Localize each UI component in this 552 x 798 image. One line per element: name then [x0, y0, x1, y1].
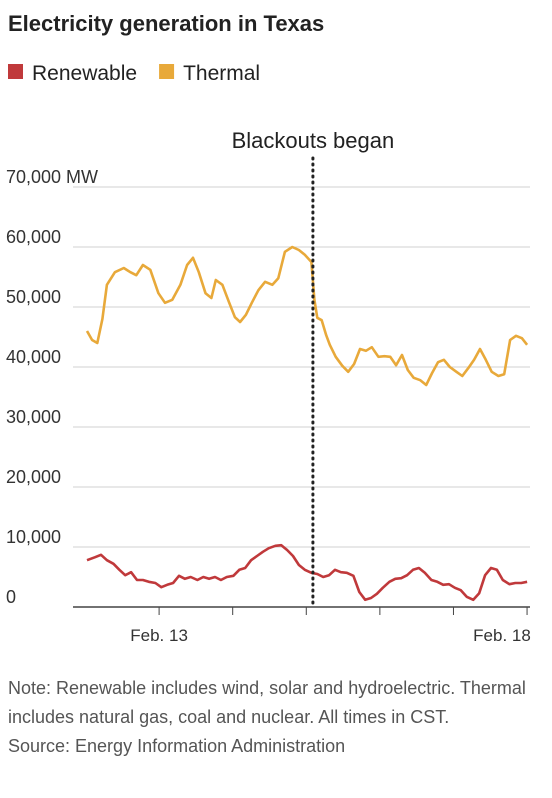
y-tick-label: 30,000 — [6, 407, 61, 427]
chart-title: Electricity generation in Texas — [8, 11, 324, 36]
y-tick-label: 60,000 — [6, 227, 61, 247]
y-tick-label: 0 — [6, 587, 16, 607]
x-tick-label: Feb. 13 — [130, 626, 188, 645]
series-line — [85, 245, 529, 387]
legend-label: Renewable — [32, 62, 137, 85]
y-tick-label: 70,000 MW — [6, 167, 98, 187]
y-tick-label: 20,000 — [6, 467, 61, 487]
legend-swatch — [159, 64, 175, 79]
source: Source: Energy Information Administratio… — [8, 736, 346, 756]
chart: Electricity generation in Texas Renewabl… — [6, 11, 531, 645]
y-tick-label: 10,000 — [6, 527, 61, 547]
y-tick-label: 50,000 — [6, 287, 61, 307]
series-line — [86, 543, 528, 602]
notes: Note: Renewable includes wind, solar and… — [8, 674, 538, 761]
legend-swatch — [8, 64, 23, 79]
annotation-label: Blackouts began — [232, 128, 395, 153]
legend-label: Thermal — [183, 62, 260, 85]
note: Note: Renewable includes wind, solar and… — [8, 678, 526, 727]
y-tick-label: 40,000 — [6, 347, 61, 367]
x-tick-label: Feb. 18 — [473, 626, 531, 645]
